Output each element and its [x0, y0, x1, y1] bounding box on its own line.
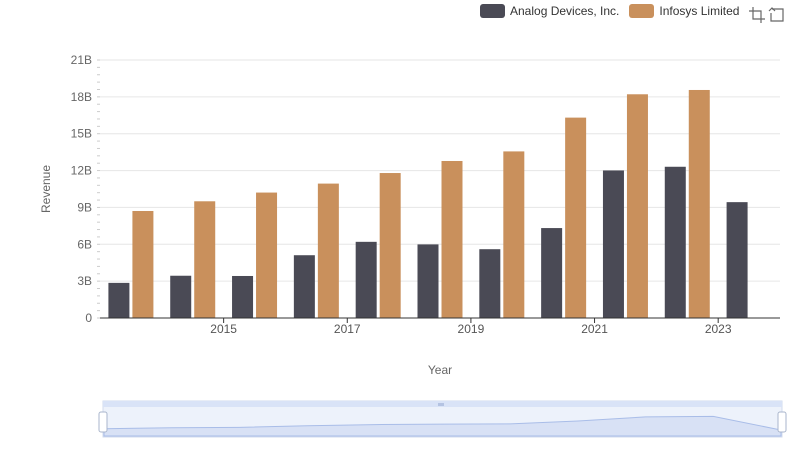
- y-tick-label: 0: [85, 311, 92, 325]
- bar-infosys-2022[interactable]: [626, 94, 648, 318]
- zoom-grip-icon[interactable]: [438, 403, 444, 406]
- x-axis: 2015 2017 2019 2021 2023: [100, 317, 780, 336]
- y-tick-label: 12B: [71, 164, 92, 178]
- bar-infosys-2015[interactable]: [194, 201, 216, 318]
- y-tick-label: 6B: [77, 237, 92, 251]
- legend-swatch-infosys: [629, 4, 655, 18]
- bar-analog-2022[interactable]: [602, 170, 624, 318]
- zoom-preview-area: [103, 415, 782, 437]
- legend-label-infosys: Infosys Limited: [659, 4, 740, 18]
- restore-icon[interactable]: [768, 6, 786, 24]
- legend-label-analog: Analog Devices, Inc.: [510, 4, 620, 18]
- y-tick-label: 21B: [71, 53, 92, 67]
- bar-analog-2018[interactable]: [355, 241, 377, 318]
- bar-analog-2020[interactable]: [479, 249, 501, 318]
- x-tick-label: 2017: [334, 322, 361, 336]
- bar-infosys-2023[interactable]: [688, 89, 710, 318]
- y-tick-label: 3B: [77, 274, 92, 288]
- bar-infosys-2021[interactable]: [565, 117, 587, 319]
- bar-analog-2024[interactable]: [726, 202, 748, 318]
- bar-infosys-2014[interactable]: [132, 210, 154, 318]
- bar-analog-2015[interactable]: [170, 275, 192, 318]
- y-axis-title: Revenue: [39, 164, 53, 214]
- bar-infosys-2018[interactable]: [379, 173, 401, 318]
- bar-infosys-2019[interactable]: [441, 160, 463, 318]
- bar-analog-2017[interactable]: [293, 255, 315, 318]
- legend-swatch-analog: [480, 4, 505, 18]
- bar-infosys-2017[interactable]: [317, 183, 339, 318]
- bar-infosys-2020[interactable]: [503, 151, 525, 318]
- legend-item-infosys[interactable]: Infosys Limited: [629, 4, 739, 18]
- bar-infosys-2016[interactable]: [256, 192, 278, 318]
- y-axis: 0 3B 6B 9B 12B 15B 18B 21B: [71, 53, 100, 325]
- data-zoom-slider[interactable]: [98, 400, 787, 438]
- x-tick-label: 2015: [210, 322, 237, 336]
- zoom-handle-right[interactable]: [777, 411, 787, 433]
- zoom-icon[interactable]: [748, 6, 766, 24]
- bar-analog-2021[interactable]: [541, 228, 563, 318]
- toolbox: [746, 6, 786, 24]
- bar-analog-2023[interactable]: [664, 166, 686, 318]
- y-tick-label: 15B: [71, 127, 92, 141]
- x-tick-label: 2021: [581, 322, 608, 336]
- x-tick-label: 2023: [705, 322, 732, 336]
- bar-analog-2014[interactable]: [108, 282, 130, 318]
- y-tick-label: 9B: [77, 200, 92, 214]
- bar-analog-2016[interactable]: [232, 275, 254, 318]
- legend: Analog Devices, Inc. Infosys Limited: [480, 4, 749, 18]
- zoom-handle-left[interactable]: [98, 411, 108, 433]
- legend-item-analog[interactable]: Analog Devices, Inc.: [480, 4, 619, 18]
- bar-series[interactable]: [108, 89, 748, 319]
- bar-analog-2019[interactable]: [417, 244, 439, 318]
- x-tick-label: 2019: [458, 322, 485, 336]
- x-axis-title: Year: [427, 363, 453, 377]
- y-tick-label: 18B: [71, 90, 92, 104]
